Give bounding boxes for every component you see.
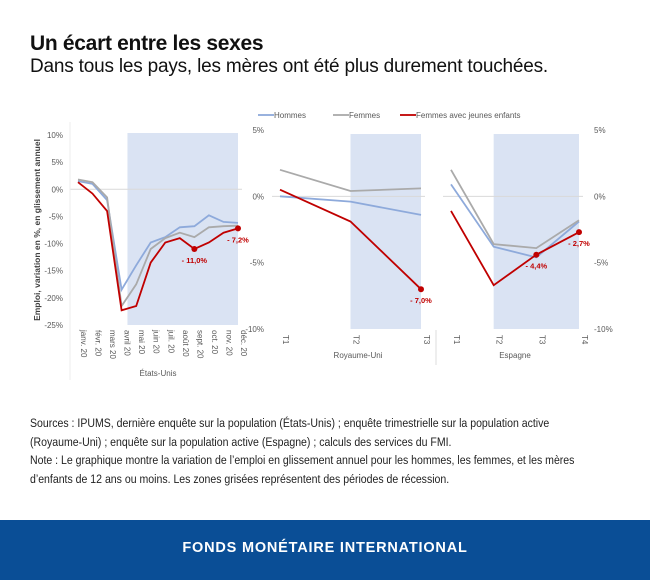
- y-tick-label: -20%: [44, 294, 63, 303]
- annotation-marker: [576, 229, 582, 236]
- sources-text: Sources : IPUMS, dernière enquête sur la…: [30, 416, 550, 449]
- note-text: Note : Le graphique montre la variation …: [30, 453, 575, 487]
- x-tick-label: avril 20: [123, 330, 132, 356]
- y-tick-label: 5%: [252, 126, 264, 135]
- panel-label: États-Unis: [140, 369, 177, 378]
- x-tick-label: nov. 20: [224, 330, 233, 356]
- legend-label: Hommes: [274, 111, 306, 120]
- x-tick-label: févr. 20: [94, 330, 103, 357]
- x-tick-label: mars 20: [108, 330, 117, 359]
- annotation-label: - 7,2%: [227, 235, 249, 244]
- recession-shading: [127, 133, 238, 325]
- series-line-femmes: [77, 178, 239, 309]
- recession-shading: [350, 134, 421, 329]
- annotation-marker: [235, 225, 241, 232]
- page-title: Un écart entre les sexes: [30, 32, 264, 55]
- annotation-label: - 2,7%: [568, 239, 590, 248]
- annotation-label: - 7,0%: [410, 296, 432, 305]
- x-tick-label: T3: [537, 335, 546, 345]
- annotation-marker: [418, 286, 424, 293]
- x-tick-label: T1: [452, 335, 461, 345]
- series-line-hommes: [77, 180, 239, 293]
- x-tick-label: mai 20: [137, 330, 146, 355]
- y-tick-label: -5%: [594, 259, 608, 268]
- y-tick-label: -5%: [250, 259, 264, 268]
- x-tick-label: T2: [352, 335, 361, 345]
- x-tick-label: août 20: [181, 330, 190, 357]
- y-tick-label: 0%: [252, 192, 264, 201]
- annotation-marker: [191, 246, 198, 252]
- y-tick-label: 0%: [594, 192, 606, 201]
- y-tick-label: -10%: [44, 240, 63, 249]
- y-tick-label: 5%: [594, 126, 606, 135]
- y-tick-label: 5%: [51, 158, 63, 167]
- series-line-femmes-jeunes-enfants: [77, 181, 239, 312]
- employment-chart: 10% 5% 0% -5% -10% -15% -20% -25% janv. 20 févr. …: [32, 111, 613, 380]
- x-tick-label: T1: [281, 335, 290, 345]
- y-tick-label: -10%: [245, 325, 264, 334]
- y-tick-label: 0%: [51, 185, 63, 194]
- panel-label: Royaume-Uni: [334, 351, 383, 360]
- x-tick-label: T3: [422, 335, 431, 345]
- series-line-hommes: [450, 183, 580, 259]
- y-tick-label: -5%: [49, 212, 63, 221]
- footer-logo-text: FONDS MONÉTAIRE INTERNATIONAL: [182, 540, 468, 556]
- series-line-femmes-jeunes-enfants: [279, 188, 422, 290]
- footer-band: FONDS MONÉTAIRE INTERNATIONAL: [0, 520, 650, 580]
- x-tick-label: juin 20: [152, 329, 161, 354]
- series-line-hommes: [279, 195, 422, 216]
- panel-label: Espagne: [499, 351, 531, 360]
- annotation-marker: [533, 251, 540, 258]
- annotation-label: - 4,4%: [525, 262, 547, 271]
- series-line-femmes: [279, 168, 422, 192]
- series-line-femmes: [450, 169, 580, 250]
- x-tick-label: sept. 20: [195, 330, 204, 359]
- x-tick-label: T2: [495, 335, 504, 345]
- y-tick-label: -15%: [44, 267, 63, 276]
- annotation-label: - 11,0%: [182, 256, 208, 265]
- y-axis-label: Emploi, variation en %, en glissement an…: [32, 139, 42, 321]
- y-tick-label: 10%: [47, 131, 63, 140]
- x-tick-label: juil. 20: [166, 329, 175, 354]
- x-tick-label: oct. 20: [210, 330, 219, 355]
- x-tick-label: déc. 20: [239, 330, 248, 357]
- legend-label: Femmes: [349, 111, 380, 120]
- legend-label: Femmes avec jeunes enfants: [416, 111, 521, 120]
- recession-shading: [493, 134, 579, 329]
- x-tick-label: janv. 20: [79, 329, 88, 358]
- x-tick-label: T4: [580, 335, 589, 345]
- series-line-femmes-jeunes-enfants: [450, 210, 580, 287]
- y-tick-label: -10%: [594, 325, 613, 334]
- page-subtitle: Dans tous les pays, les mères ont été pl…: [30, 56, 548, 77]
- chart-notes: Sources : IPUMS, dernière enquête sur la…: [30, 414, 595, 489]
- y-tick-label: -25%: [44, 321, 63, 330]
